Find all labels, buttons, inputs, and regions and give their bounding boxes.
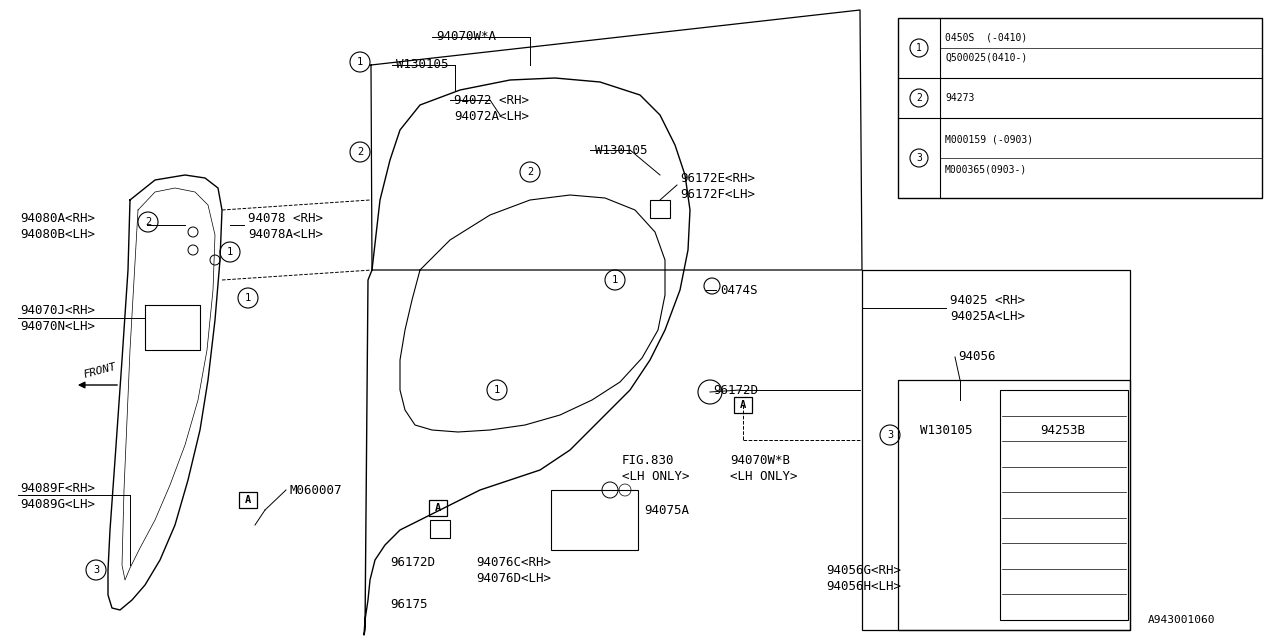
Text: 94078 <RH>: 94078 <RH>	[248, 211, 323, 225]
Text: 3: 3	[916, 153, 922, 163]
Text: W130105: W130105	[396, 58, 448, 72]
Text: 94080B<LH>: 94080B<LH>	[20, 228, 95, 241]
Text: 96172D: 96172D	[390, 556, 435, 568]
Text: A: A	[435, 503, 442, 513]
Text: 96172D: 96172D	[713, 383, 758, 397]
Text: 94072 <RH>: 94072 <RH>	[454, 93, 529, 106]
Text: 94089G<LH>: 94089G<LH>	[20, 499, 95, 511]
Bar	[550, 490, 637, 550]
Text: M060007: M060007	[291, 483, 343, 497]
Bar	[899, 380, 1130, 630]
Text: 1: 1	[227, 247, 233, 257]
Text: W130105: W130105	[595, 143, 648, 157]
Text: <LH ONLY>: <LH ONLY>	[622, 470, 690, 483]
Text: FRONT: FRONT	[82, 362, 118, 380]
Text: 3: 3	[887, 430, 893, 440]
Text: 94273: 94273	[945, 93, 974, 103]
Text: 2: 2	[357, 147, 364, 157]
Text: 94070W*B: 94070W*B	[730, 454, 790, 467]
Bar	[429, 500, 447, 516]
Bar	[733, 397, 753, 413]
Text: 94070J<RH>: 94070J<RH>	[20, 303, 95, 317]
Bar	[650, 200, 669, 218]
Text: 2: 2	[527, 167, 534, 177]
Text: Q500025(0410-): Q500025(0410-)	[945, 53, 1028, 63]
Text: 94056G<RH>: 94056G<RH>	[826, 563, 901, 577]
Text: 94075A: 94075A	[644, 504, 689, 516]
Bar	[239, 492, 257, 508]
Text: 3: 3	[93, 565, 99, 575]
Text: 2: 2	[145, 217, 151, 227]
Text: 96172F<LH>: 96172F<LH>	[680, 189, 755, 202]
Text: 1: 1	[494, 385, 500, 395]
Text: 2: 2	[916, 93, 922, 103]
Text: 96172E<RH>: 96172E<RH>	[680, 172, 755, 184]
Text: 94089F<RH>: 94089F<RH>	[20, 481, 95, 495]
Text: FIG.830: FIG.830	[622, 454, 675, 467]
Bar	[861, 270, 1130, 630]
Text: 94076C<RH>: 94076C<RH>	[476, 556, 550, 568]
Text: 1: 1	[612, 275, 618, 285]
Text: 94056: 94056	[957, 351, 996, 364]
Text: 96175: 96175	[390, 598, 428, 611]
Text: 94072A<LH>: 94072A<LH>	[454, 111, 529, 124]
Text: 1: 1	[357, 57, 364, 67]
Text: <LH ONLY>: <LH ONLY>	[730, 470, 797, 483]
Bar	[430, 520, 451, 538]
Text: 1: 1	[244, 293, 251, 303]
Text: M000365(0903-): M000365(0903-)	[945, 165, 1028, 175]
Text: A: A	[244, 495, 251, 505]
Text: 0474S: 0474S	[719, 284, 758, 296]
Bar	[1000, 390, 1128, 620]
Text: 1: 1	[916, 43, 922, 53]
Text: W130105: W130105	[920, 424, 973, 436]
Text: 94253B: 94253B	[1039, 424, 1085, 436]
Text: 94076D<LH>: 94076D<LH>	[476, 573, 550, 586]
Text: 94025A<LH>: 94025A<LH>	[950, 310, 1025, 323]
Text: 94056H<LH>: 94056H<LH>	[826, 580, 901, 593]
Text: A: A	[740, 400, 746, 410]
Text: M000159 (-0903): M000159 (-0903)	[945, 135, 1033, 145]
Text: 94078A<LH>: 94078A<LH>	[248, 228, 323, 241]
Bar	[899, 18, 1262, 198]
Text: 94070W*A: 94070W*A	[436, 31, 497, 44]
Text: 94070N<LH>: 94070N<LH>	[20, 321, 95, 333]
Text: 94080A<RH>: 94080A<RH>	[20, 211, 95, 225]
Text: A943001060: A943001060	[1148, 615, 1216, 625]
Text: 94025 <RH>: 94025 <RH>	[950, 294, 1025, 307]
Text: 0450S  (-0410): 0450S (-0410)	[945, 33, 1028, 43]
